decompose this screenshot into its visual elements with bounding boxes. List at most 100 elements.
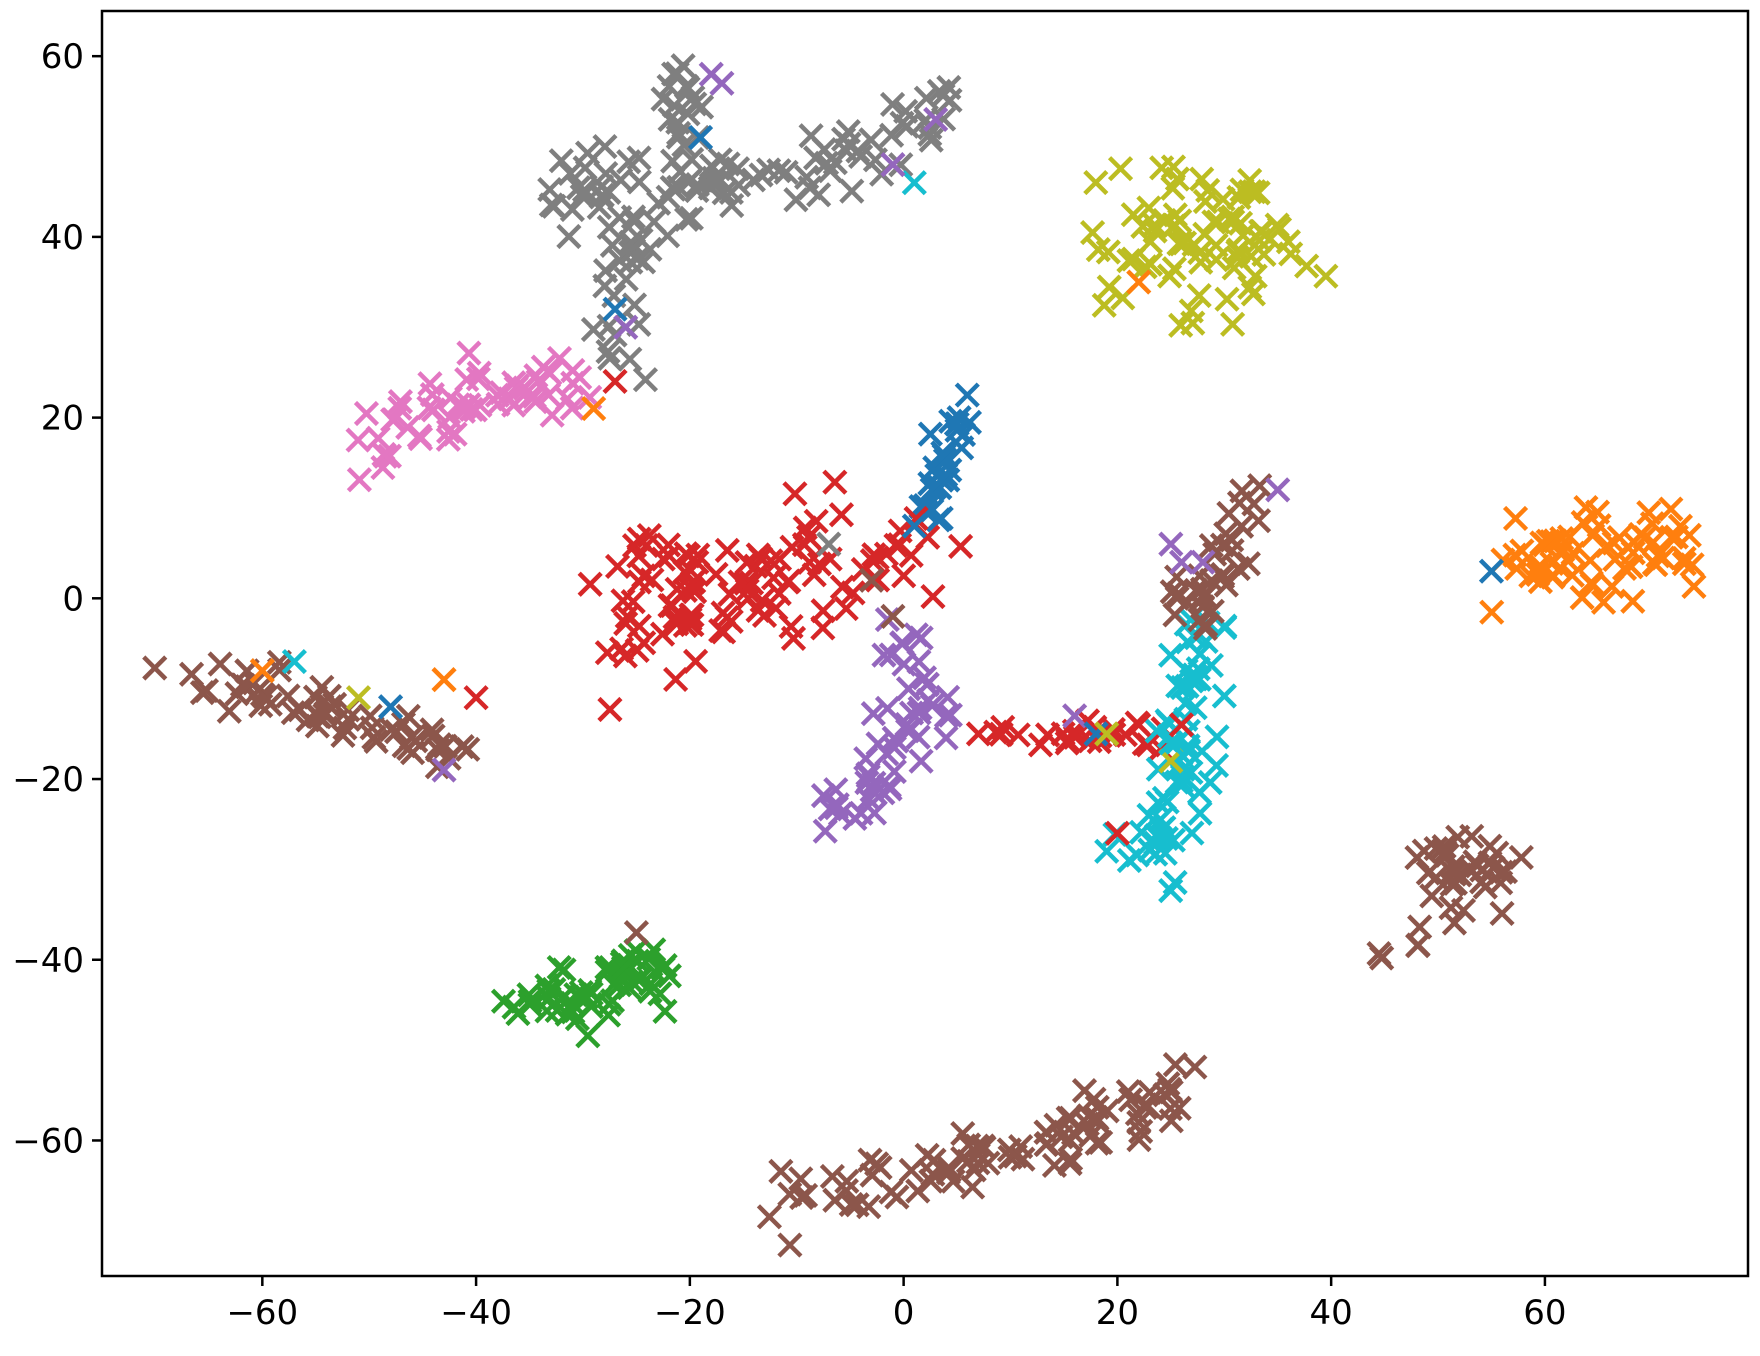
point-orange-11-32 xyxy=(1659,524,1685,550)
point-gray-0-0 xyxy=(766,158,792,184)
point-brown-13-29 xyxy=(1472,874,1498,900)
point-purple-7-42 xyxy=(908,748,934,774)
point-orange-11-42 xyxy=(1599,573,1625,599)
point-brown-15-74 xyxy=(856,1194,882,1220)
point-brown-12-49 xyxy=(332,715,358,741)
point-purple-7-52 xyxy=(874,695,901,721)
point-brown-15-80 xyxy=(1162,1052,1188,1078)
point-cyan-9-68 xyxy=(1158,878,1184,904)
point-brown-15-71 xyxy=(960,1174,986,1200)
point-red-6-93 xyxy=(631,563,657,589)
x-tick-label: −40 xyxy=(440,1293,512,1333)
point-orange-11-44 xyxy=(1636,500,1662,526)
point-gray-0-60 xyxy=(913,107,939,133)
point-pink-3-43 xyxy=(381,407,407,433)
point-gray-0-33 xyxy=(806,182,832,208)
point-cyan-9-51 xyxy=(1179,820,1205,846)
point-olive-4-63 xyxy=(1178,298,1204,324)
point-outlier-blue-14 xyxy=(901,513,927,539)
point-outlier-orange-20 xyxy=(249,658,275,684)
point-green-14-8 xyxy=(595,1002,622,1028)
point-purple-7-48 xyxy=(908,625,934,651)
point-brown-13-34 xyxy=(1431,834,1457,860)
point-olive-4-24 xyxy=(1171,230,1198,256)
point-olive-4-31 xyxy=(1186,282,1212,309)
point-red-8-23 xyxy=(1027,732,1054,758)
point-outlier-blue-23 xyxy=(377,694,404,720)
point-red-6-107 xyxy=(677,606,703,632)
point-purple-7-23 xyxy=(812,818,838,844)
point-olive-4-75 xyxy=(1187,239,1213,266)
point-red-6-78 xyxy=(948,533,974,559)
point-red-6-106 xyxy=(810,615,836,641)
point-red-6-105 xyxy=(672,559,698,585)
point-cyan-9-53 xyxy=(1146,824,1173,851)
point-brown-15-83 xyxy=(1155,1071,1181,1097)
point-brown-12-57 xyxy=(330,722,356,749)
point-purple-7-35 xyxy=(906,649,932,675)
point-red-6-45 xyxy=(597,696,623,723)
point-cyan-9-64 xyxy=(1145,789,1171,816)
point-red-6-100 xyxy=(883,532,909,558)
point-brown-13-32 xyxy=(1415,860,1441,886)
point-olive-4-78 xyxy=(1203,247,1229,273)
point-olive-4-77 xyxy=(1201,209,1227,235)
point-orange-11-40 xyxy=(1569,585,1595,611)
point-red-6-38 xyxy=(620,589,646,615)
point-red-6-82 xyxy=(833,595,859,622)
axes-frame xyxy=(100,9,1750,1278)
point-brown-15-29 xyxy=(819,1163,845,1190)
point-outlier-purple-7 xyxy=(613,314,639,340)
x-tick-label: 60 xyxy=(1523,1293,1566,1333)
point-outlier-orange-10 xyxy=(1126,269,1152,295)
point-orange-11-31 xyxy=(1557,524,1583,550)
y-tick-label: 60 xyxy=(41,37,84,77)
point-orange-11-53 xyxy=(1620,540,1646,566)
point-brown-13-35 xyxy=(1419,883,1445,909)
point-brown-12-43 xyxy=(178,661,205,687)
point-gray-1-23 xyxy=(538,192,564,218)
point-purple-7-54 xyxy=(861,770,887,796)
point-brown-12-1 xyxy=(142,655,168,681)
x-tick-label: 0 xyxy=(893,1293,915,1333)
point-outlier-olive-22 xyxy=(345,685,372,711)
point-brown-15-85 xyxy=(1157,1095,1183,1122)
point-brown-15-72 xyxy=(1084,1094,1110,1120)
point-outlier-red-33 xyxy=(1168,712,1195,738)
point-olive-4-9 xyxy=(1313,263,1339,289)
point-gray-0-86 xyxy=(673,206,700,232)
point-outlier-brown-12 xyxy=(858,567,885,593)
point-brown-12-52 xyxy=(424,754,450,780)
y-tick-label: −40 xyxy=(12,941,84,981)
point-brown-15-24 xyxy=(918,1168,944,1194)
point-olive-4-70 xyxy=(1164,166,1190,192)
point-gray-0-38 xyxy=(621,208,647,235)
point-red-6-101 xyxy=(795,524,822,550)
point-gray-0-71 xyxy=(879,91,906,118)
point-brown-15-25 xyxy=(756,1204,783,1230)
point-olive-4-54 xyxy=(1085,237,1111,263)
point-blue-5-17 xyxy=(931,443,957,469)
point-brown-12-56 xyxy=(302,684,329,710)
point-brown-15-65 xyxy=(914,1142,940,1168)
point-olive-4-14 xyxy=(1120,202,1146,228)
point-brown-12-10 xyxy=(280,700,306,726)
point-brown-15-57 xyxy=(1084,1130,1110,1156)
point-pink-3-45 xyxy=(484,382,510,408)
point-orange-11-43 xyxy=(1573,494,1599,521)
point-pink-3-54 xyxy=(416,395,442,421)
point-red-6-75 xyxy=(780,625,807,651)
point-orange-11-23 xyxy=(1640,529,1666,555)
point-green-14-54 xyxy=(567,984,593,1011)
point-red-6-35 xyxy=(887,518,913,544)
point-gray-2-12 xyxy=(626,145,652,171)
point-red-6-64 xyxy=(782,481,808,507)
point-olive-4-76 xyxy=(1224,245,1251,271)
point-outlier-cyan-21 xyxy=(281,648,307,675)
point-outlier-purple-29 xyxy=(1062,703,1088,729)
point-gray-0-23 xyxy=(641,209,667,235)
point-olive-4-66 xyxy=(1137,251,1164,277)
point-outlier-blue-19 xyxy=(1478,558,1505,584)
point-brown-10-23 xyxy=(1193,612,1219,638)
point-brown-15-73 xyxy=(1071,1078,1098,1104)
